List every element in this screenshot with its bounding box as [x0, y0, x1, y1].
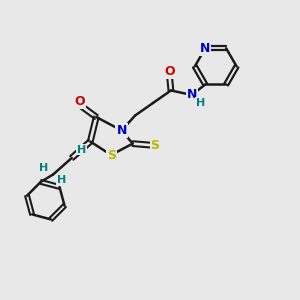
Text: S: S [107, 149, 116, 162]
Text: S: S [151, 139, 160, 152]
Text: H: H [57, 175, 66, 185]
Text: O: O [74, 95, 85, 108]
Text: H: H [196, 98, 206, 108]
Text: H: H [39, 163, 48, 173]
Text: N: N [187, 88, 197, 101]
Text: N: N [116, 124, 127, 137]
Text: O: O [164, 65, 175, 78]
Text: H: H [77, 145, 86, 154]
Text: N: N [200, 42, 210, 55]
